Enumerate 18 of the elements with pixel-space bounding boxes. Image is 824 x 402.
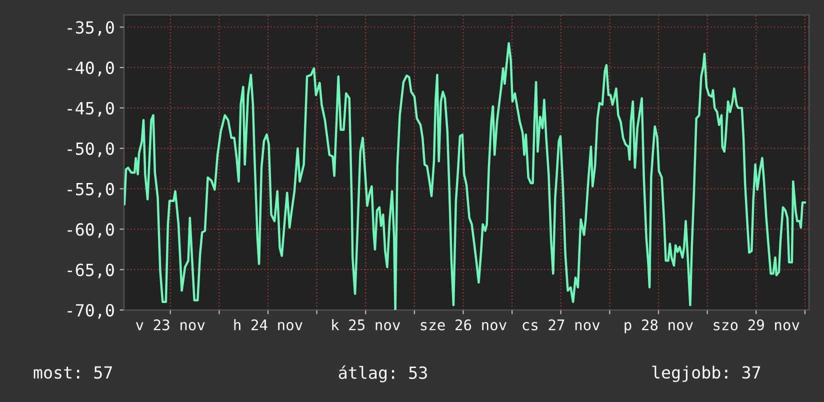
y-tick-label: -40,0 (68, 62, 114, 76)
x-tick-label: k 25 nov (332, 319, 400, 330)
y-tick-label: -60,0 (68, 223, 114, 238)
x-tick-label: p 28 nov (624, 319, 693, 334)
text: legjobb: 37 (652, 366, 760, 382)
y-tick-label: -50,0 (68, 142, 114, 158)
y-tick-label: -65,0 (68, 264, 114, 278)
x-tick-label: szo 29 nov (714, 319, 800, 330)
y-tick-label: -45,0 (68, 102, 114, 117)
x-tick-label: cs 27 nov (522, 319, 600, 330)
y-tick-label: -70,0 (68, 304, 114, 319)
text: átlag: 53 (338, 365, 427, 382)
y-tick-label: -35,0 (68, 21, 114, 36)
x-tick-label: h 24 nov (234, 319, 302, 330)
y-tick-label: -55,0 (68, 182, 114, 198)
x-tick-label: sze 26 nov (420, 319, 506, 330)
x-tick-label: v 23 nov (136, 319, 205, 330)
text: most: 57 (34, 366, 112, 379)
